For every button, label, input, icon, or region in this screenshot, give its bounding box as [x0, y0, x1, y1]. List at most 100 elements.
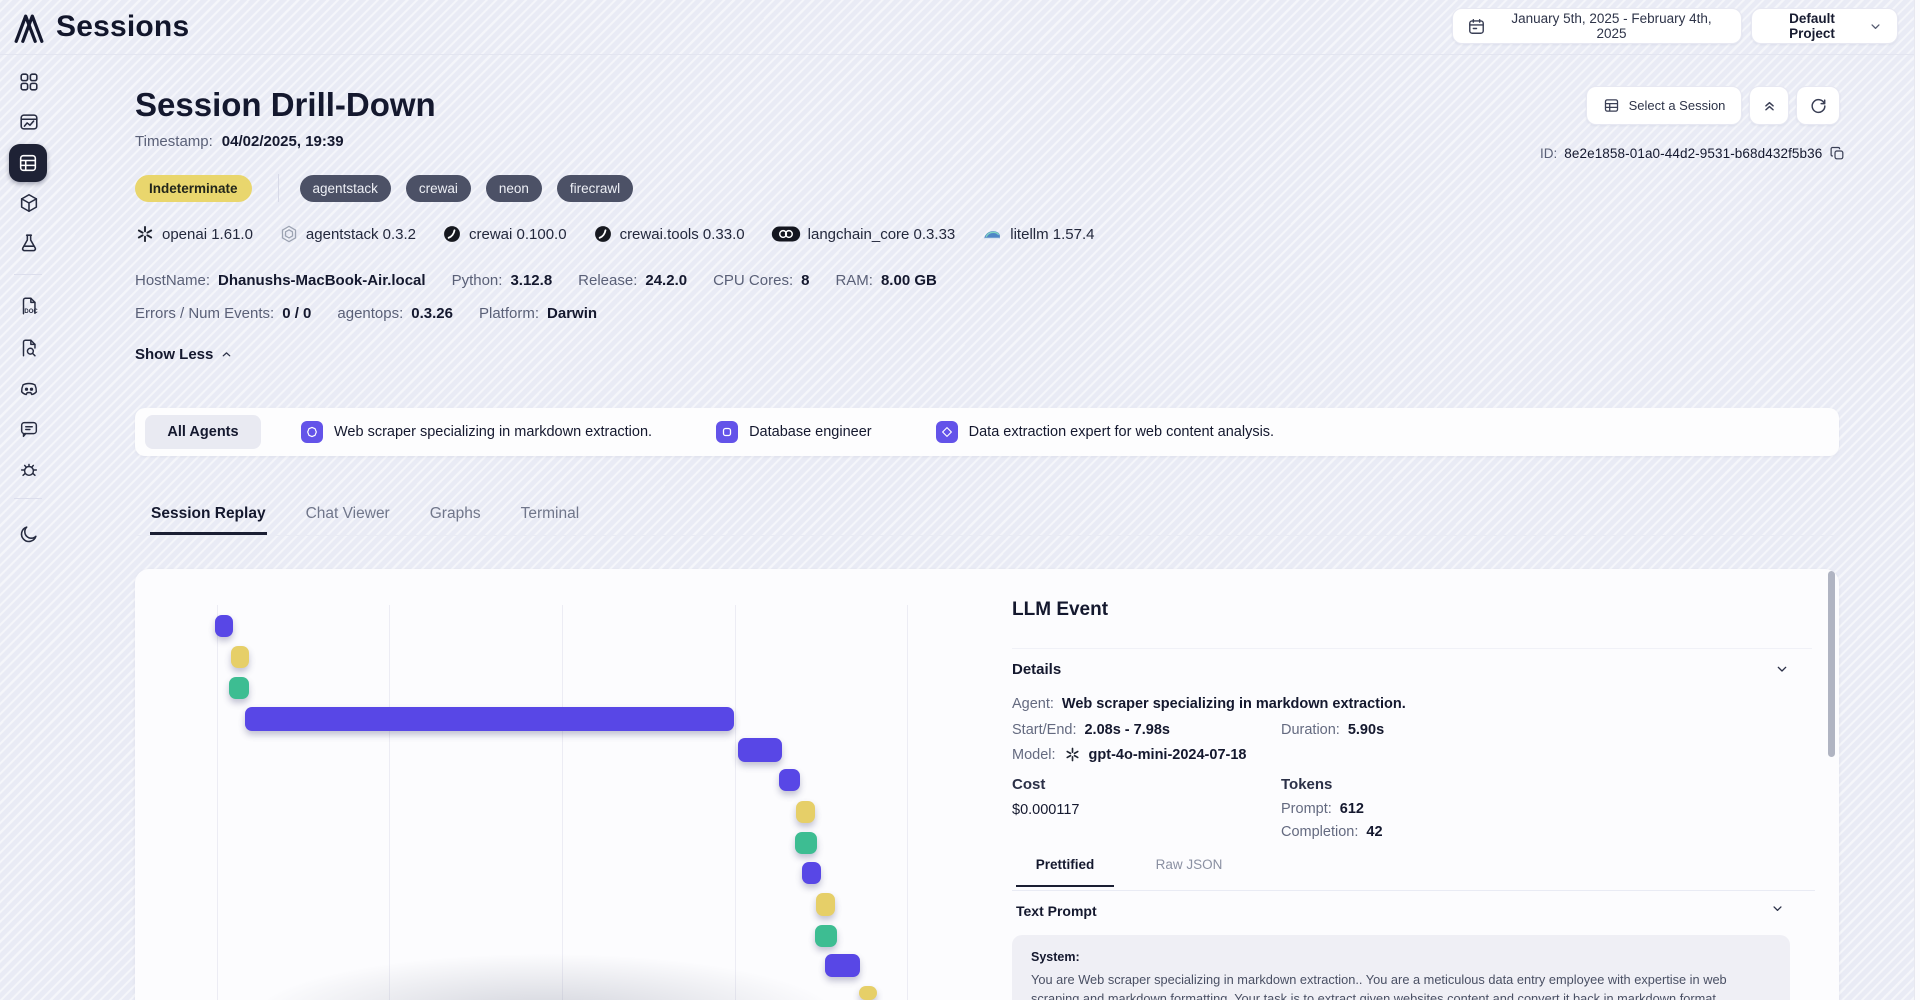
sidebar-item-discord[interactable] [17, 377, 41, 401]
svg-text:DOC: DOC [24, 309, 38, 315]
select-session-button[interactable]: Select a Session [1586, 86, 1742, 125]
agent-filter-web-scraper[interactable]: Web scraper specializing in markdown ext… [301, 421, 652, 443]
all-agents-button[interactable]: All Agents [145, 415, 261, 449]
sidebar-divider [14, 498, 42, 499]
tab-raw-json[interactable]: Raw JSON [1154, 857, 1224, 885]
agentstack-icon [279, 224, 299, 244]
agent-rounded-square-icon [716, 421, 739, 443]
sidebar-item-sessions[interactable] [9, 144, 47, 182]
date-range-picker[interactable]: January 5th, 2025 - February 4th, 2025 [1452, 8, 1742, 44]
crewai-icon [442, 224, 462, 244]
sidebar-item-feedback[interactable] [17, 417, 41, 441]
replay-event-bar[interactable] [795, 832, 817, 854]
discord-icon [18, 378, 40, 400]
chevron-up-icon [220, 348, 233, 361]
tag-agentstack: agentstack [299, 174, 391, 202]
startend-field: Start/End: 2.08s - 7.98s [1012, 722, 1170, 738]
chart-gridline [735, 605, 736, 1000]
agent-field: Agent: Web scraper specializing in markd… [1012, 696, 1406, 712]
double-chevron-up-icon [1761, 97, 1778, 114]
replay-event-bar[interactable] [229, 677, 249, 699]
sidebar-item-deploy[interactable] [17, 191, 41, 215]
tab-prettified[interactable]: Prettified [1016, 857, 1114, 887]
sessions-table-icon [17, 152, 39, 174]
sidebar-divider [14, 274, 42, 275]
session-table-icon [1603, 97, 1620, 114]
replay-event-bar[interactable] [825, 954, 860, 977]
tag-firecrawl: firecrawl [556, 174, 634, 202]
agent-filter-database-engineer[interactable]: Database engineer [716, 421, 872, 443]
replay-event-bar[interactable] [231, 646, 249, 668]
timestamp-row: Timestamp: 04/02/2025, 19:39 [135, 133, 344, 150]
bug-icon [18, 459, 40, 481]
chart-gridline [389, 605, 390, 1000]
system-prompt-text: You are Web scraper specializing in mark… [1031, 972, 1727, 1000]
replay-event-bar[interactable] [738, 738, 782, 762]
timestamp-value: 04/02/2025, 19:39 [221, 133, 344, 150]
show-less-toggle[interactable]: Show Less [135, 346, 233, 363]
copy-id-button[interactable] [1829, 145, 1846, 162]
text-prompt-header[interactable]: Text Prompt [1016, 903, 1097, 919]
top-header: Sessions January 5th, 2025 - February 4t… [0, 0, 1920, 55]
package-openai: openai 1.61.0 [135, 224, 253, 244]
browser-chart-icon [18, 111, 40, 133]
replay-event-bar[interactable] [796, 801, 815, 823]
sidebar-item-docs[interactable]: DOC [17, 294, 41, 318]
completion-tokens-field: Completion: 42 [1281, 824, 1383, 840]
duration-field: Duration: 5.90s [1281, 722, 1385, 738]
refresh-icon [1809, 96, 1828, 115]
sidebar-item-evals[interactable] [17, 231, 41, 255]
replay-event-bar[interactable] [802, 862, 821, 884]
tag-crewai: crewai [405, 174, 471, 202]
package-crewai-tools: crewai.tools 0.33.0 [593, 224, 745, 244]
chevron-down-icon[interactable] [1774, 661, 1790, 677]
replay-event-bar[interactable] [859, 986, 877, 1000]
details-scrollbar-thumb[interactable] [1828, 571, 1835, 757]
collapse-button[interactable] [1749, 86, 1789, 125]
details-section-header[interactable]: Details [1012, 661, 1062, 678]
model-field: Model: gpt-4o-mini-2024-07-18 [1012, 746, 1247, 763]
tab-graphs[interactable]: Graphs [429, 505, 482, 535]
crewai-tools-icon [593, 224, 613, 244]
sidebar-item-dashboard[interactable] [17, 70, 41, 94]
replay-event-bar[interactable] [816, 893, 835, 916]
replay-event-bar[interactable] [245, 707, 734, 731]
app-title: Sessions [56, 10, 190, 43]
system-prompt-box: System: You are Web scraper specializing… [1012, 935, 1790, 1000]
prompt-tokens-field: Prompt: 612 [1281, 801, 1364, 817]
replay-event-bar[interactable] [779, 769, 800, 791]
openai-icon [135, 224, 155, 244]
sidebar-item-log-search[interactable] [17, 336, 41, 360]
sidebar: DOC [0, 55, 57, 1000]
chevron-down-icon[interactable] [1770, 901, 1785, 916]
refresh-button[interactable] [1796, 86, 1840, 125]
event-details-panel: LLM Event Details Agent: Web scraper spe… [1012, 569, 1815, 1000]
replay-event-bar[interactable] [815, 925, 837, 947]
tab-terminal[interactable]: Terminal [520, 505, 581, 535]
replay-chart [135, 569, 980, 1000]
chart-gridline [217, 605, 218, 1000]
package-box-icon [18, 192, 40, 214]
sidebar-item-traces[interactable] [17, 110, 41, 134]
id-label: ID: [1540, 146, 1558, 161]
cost-value: $0.000117 [1012, 802, 1080, 818]
agentops-logo-icon [10, 9, 48, 47]
package-crewai: crewai 0.100.0 [442, 224, 567, 244]
flask-icon [18, 232, 40, 254]
sidebar-item-dark-mode[interactable] [17, 522, 41, 546]
project-selector[interactable]: Default Project [1751, 8, 1898, 44]
view-tabs: Session Replay Chat Viewer Graphs Termin… [135, 505, 1839, 536]
file-search-icon [18, 337, 40, 359]
event-title: LLM Event [1012, 599, 1109, 620]
agent-filter-data-extraction[interactable]: Data extraction expert for web content a… [935, 421, 1274, 443]
tab-session-replay[interactable]: Session Replay [150, 505, 267, 535]
moon-icon [18, 523, 40, 545]
doc-file-icon: DOC [18, 295, 40, 317]
tab-chat-viewer[interactable]: Chat Viewer [305, 505, 391, 535]
page-scrollbar[interactable] [1914, 0, 1920, 1000]
sidebar-item-bug-report[interactable] [17, 458, 41, 482]
package-agentstack: agentstack 0.3.2 [279, 224, 416, 244]
chart-gridline [562, 605, 563, 1000]
replay-event-bar[interactable] [215, 615, 233, 637]
status-badge: Indeterminate [135, 174, 252, 202]
